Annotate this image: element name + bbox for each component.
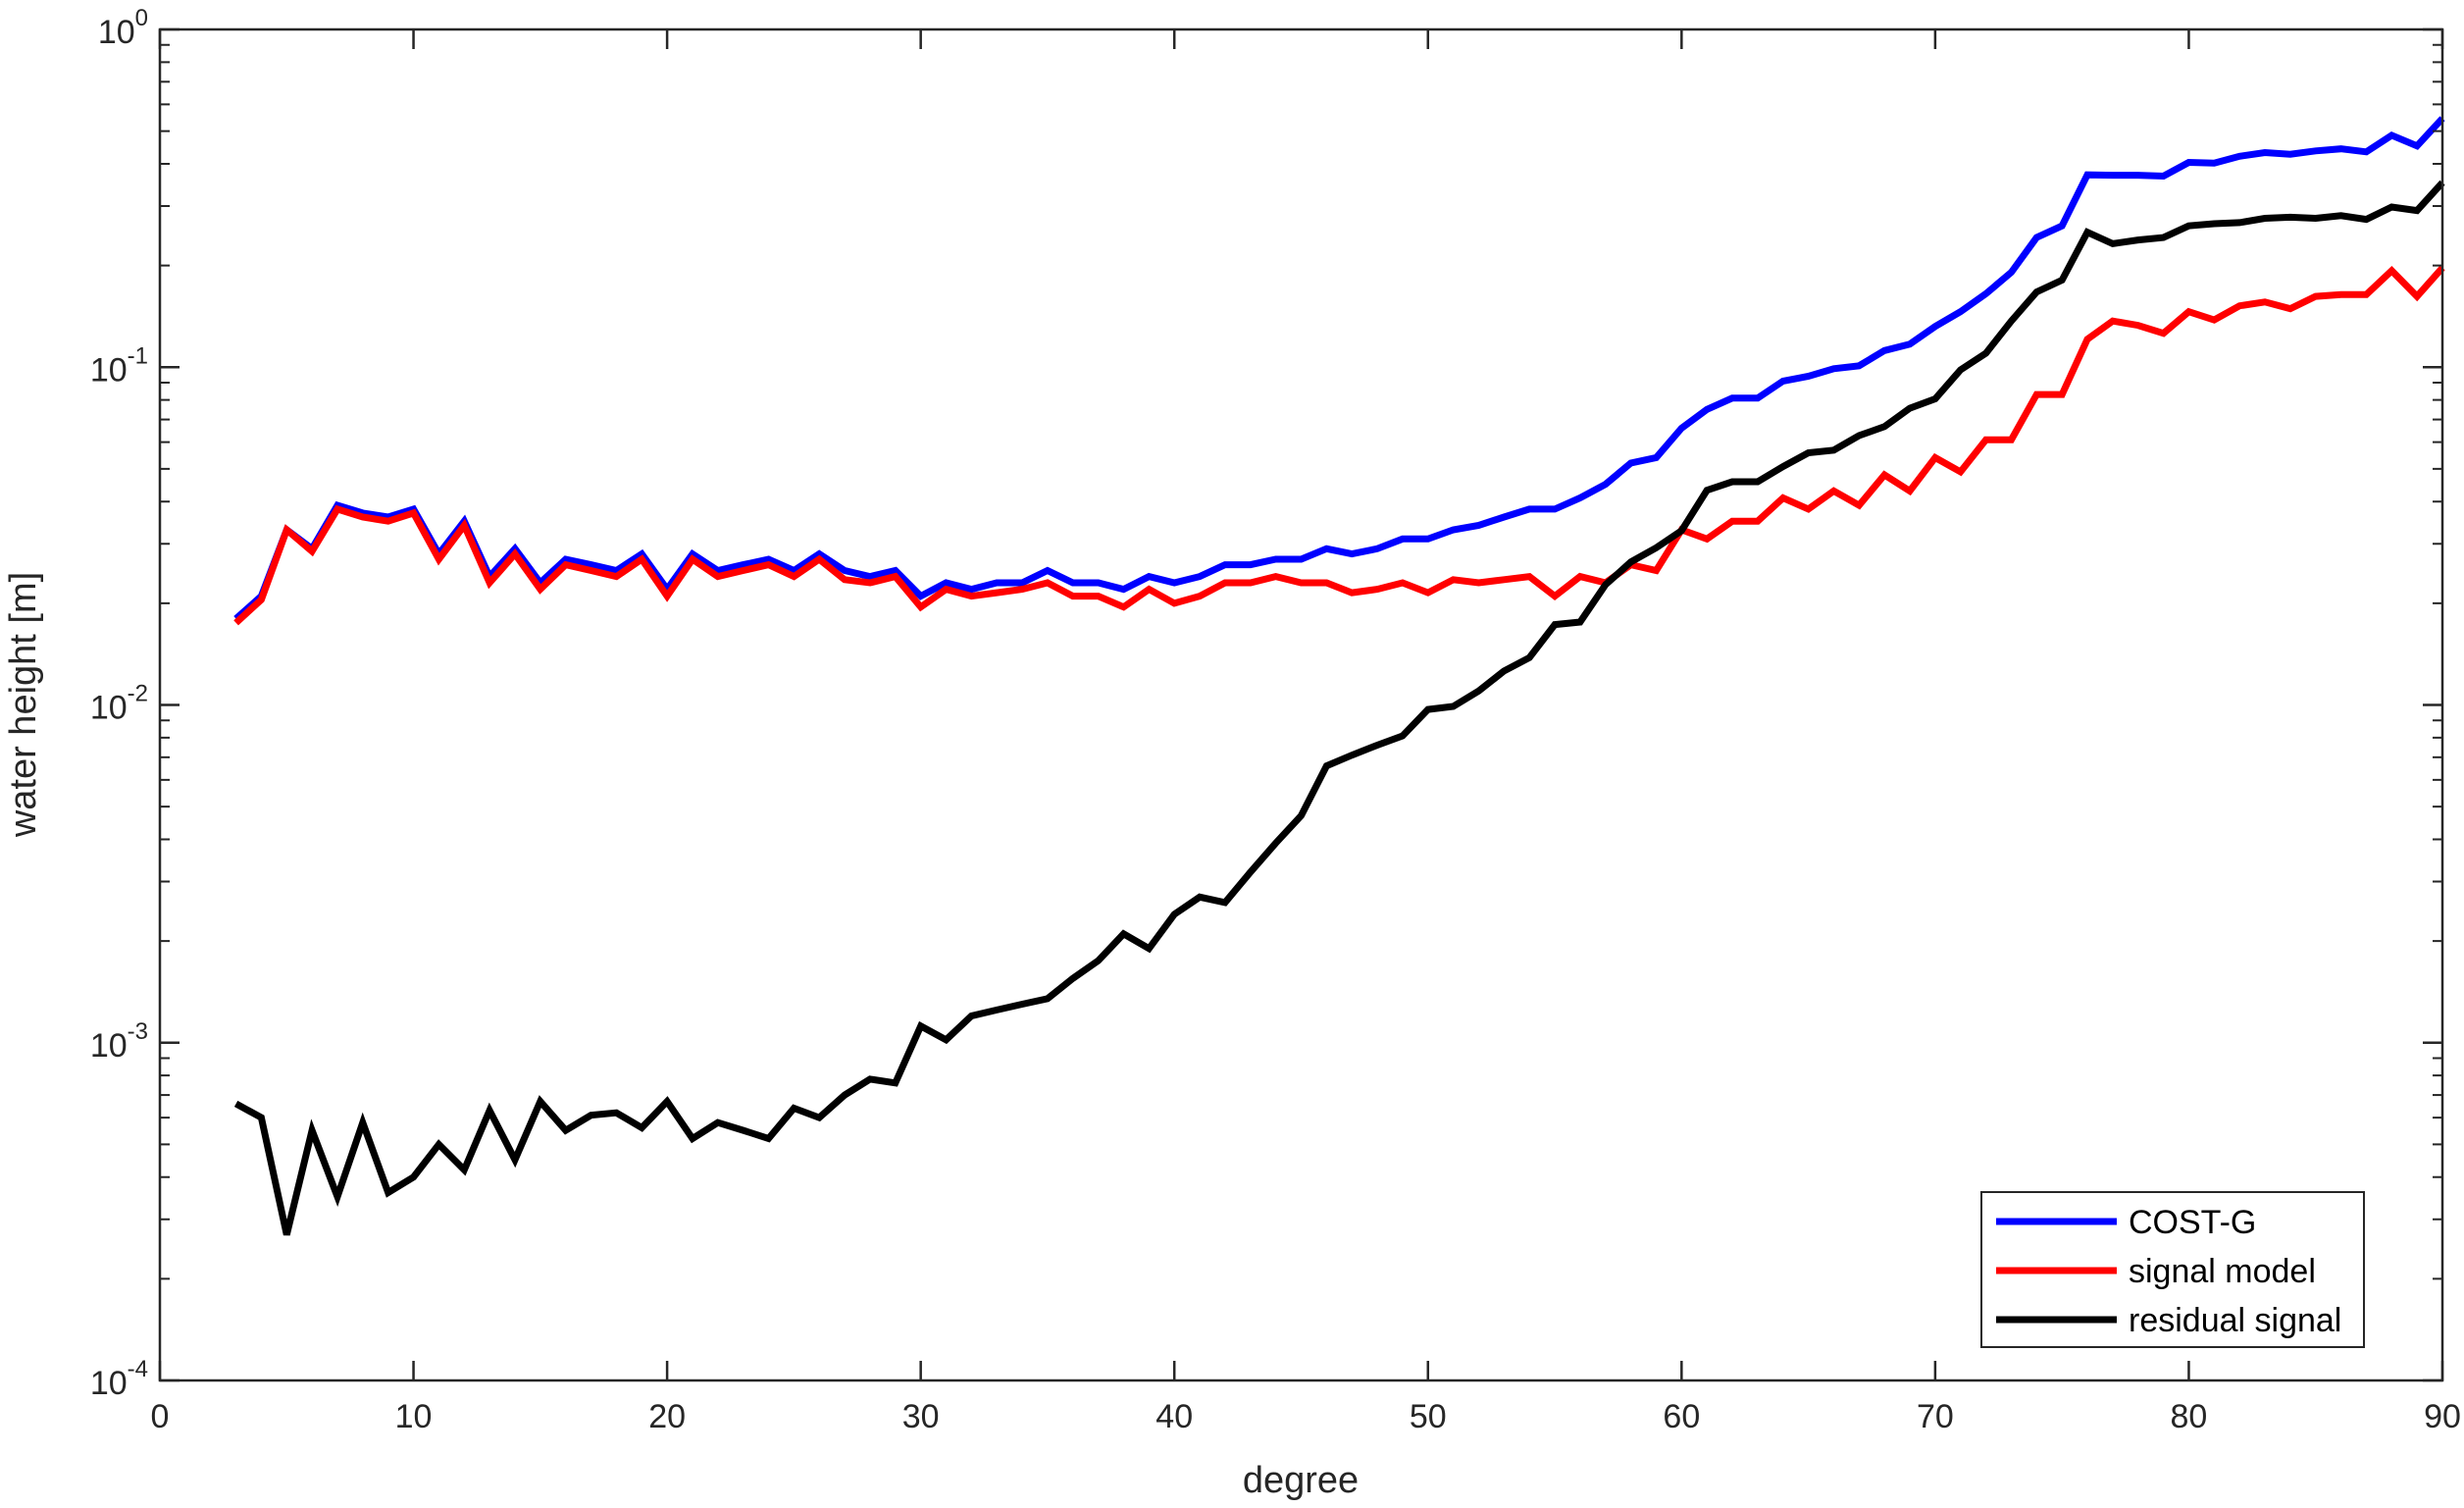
y-tick-label: 100: [98, 5, 148, 51]
y-axis-label: water height [m]: [3, 572, 44, 838]
y-tick-label: 10-2: [90, 681, 148, 727]
ticks-layer: 0 10 20 30 40 50 60 70 80 90 10-4 10-3 10-2 10-1 100: [90, 5, 2461, 1435]
legend-label: COST-G: [2129, 1204, 2256, 1241]
series-layer: [233, 116, 2445, 1236]
x-tick-label: 40: [1155, 1398, 1193, 1435]
legend: COST-G signal model residual signal: [1980, 1191, 2365, 1348]
series-line-2: [233, 180, 2445, 1236]
x-tick-label: 0: [151, 1398, 170, 1435]
y-tick-label: 10-3: [90, 1018, 148, 1065]
series-line-1: [233, 265, 2445, 626]
y-tick-label: 10-4: [90, 1356, 148, 1402]
x-tick-label: 70: [1917, 1398, 1954, 1435]
series-line-0: [233, 116, 2445, 622]
y-tick-label: 10-1: [90, 342, 148, 389]
x-tick-label: 80: [2171, 1398, 2208, 1435]
x-axis-label: degree: [1243, 1460, 1359, 1501]
x-tick-label: 10: [395, 1398, 433, 1435]
x-tick-label: 20: [648, 1398, 686, 1435]
legend-label: residual signal: [2129, 1302, 2341, 1339]
labels-layer: degree water height [m]: [3, 572, 1359, 1501]
x-tick-label: 90: [2424, 1398, 2461, 1435]
x-tick-label: 30: [902, 1398, 940, 1435]
x-tick-label: 50: [1410, 1398, 1447, 1435]
x-tick-label: 60: [1663, 1398, 1700, 1435]
plot-area: [160, 29, 2442, 1380]
legend-label: signal model: [2129, 1253, 2316, 1290]
